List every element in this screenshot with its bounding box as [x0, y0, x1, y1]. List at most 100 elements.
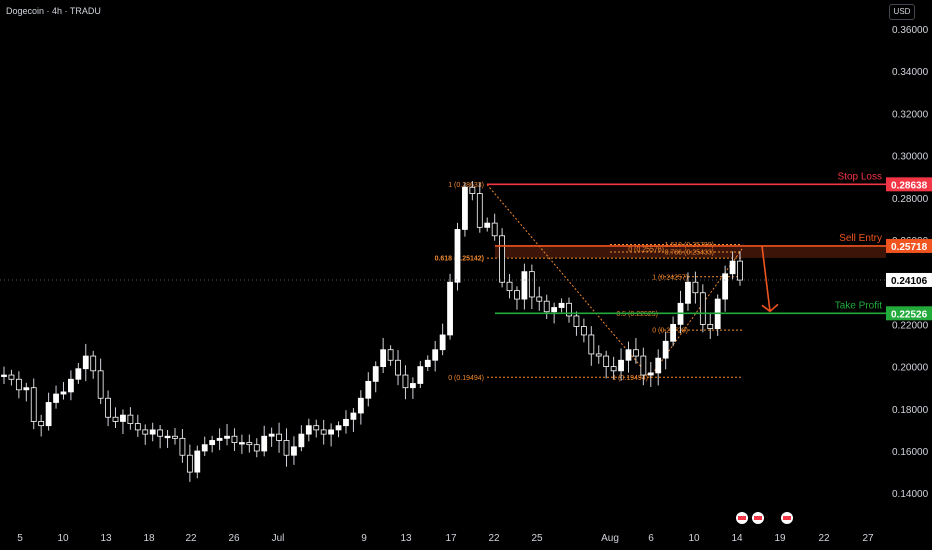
candle-up: [23, 387, 30, 391]
stop-loss-tag: 0.28638: [891, 180, 928, 191]
candle-up: [357, 397, 364, 414]
fib-label-r1b: 1 (0.19494): [612, 375, 648, 382]
stop-loss-label: Stop Loss: [838, 171, 882, 182]
x-tick-label: 22: [818, 533, 830, 544]
candle-down: [528, 271, 535, 298]
stop-loss-tag-bg: [886, 177, 932, 192]
y-tick-label: 0.34000: [892, 67, 929, 78]
candle-down: [566, 302, 572, 317]
event-icon-mark: [738, 516, 746, 520]
candle-down: [707, 323, 714, 330]
candle-down: [134, 423, 141, 431]
x-tick-label: 6: [648, 533, 654, 544]
candle-up: [291, 446, 297, 456]
y-tick-label: 0.16000: [892, 447, 929, 458]
candle-down: [253, 444, 260, 452]
fib-trend-a: [486, 184, 651, 378]
event-icons: [736, 512, 793, 524]
y-tick-label: 0.28000: [892, 194, 929, 205]
candle-up: [350, 412, 357, 420]
candle-up: [53, 393, 59, 403]
y-tick-label: 0.22000: [892, 320, 929, 331]
x-tick-label: 18: [143, 533, 155, 544]
candle-up: [60, 391, 67, 395]
x-tick-label: 22: [185, 533, 197, 544]
candle-up: [201, 444, 208, 452]
event-icon-mark: [783, 516, 791, 520]
candle-up: [164, 435, 171, 439]
take-profit-tag: 0.22526: [891, 309, 928, 320]
take-profit-label: Take Profit: [835, 300, 882, 311]
event-icon-mark: [754, 516, 762, 520]
candle-down: [142, 429, 149, 435]
candle-up: [521, 271, 528, 300]
candle-up: [365, 380, 372, 399]
candle-down: [112, 416, 119, 422]
candle-down: [640, 355, 647, 376]
candle-down: [514, 290, 520, 300]
x-tick-label: 13: [100, 533, 112, 544]
candle-up: [305, 425, 312, 435]
candle-down: [588, 334, 595, 355]
candle-down: [395, 359, 401, 376]
currency-badge[interactable]: USD: [889, 4, 915, 20]
candle-up: [417, 366, 424, 384]
fib-label-r0b: 0 (0.21728): [652, 328, 688, 335]
candle-down: [737, 260, 743, 281]
candle-up: [432, 349, 439, 361]
x-tick-label: 9: [361, 533, 367, 544]
candle-down: [15, 378, 22, 391]
candle-up: [328, 429, 335, 435]
candle-up: [662, 340, 669, 359]
candle-down: [491, 222, 498, 237]
x-tick-label: 10: [688, 533, 700, 544]
candle-up: [45, 402, 52, 427]
candle-up: [551, 307, 558, 313]
take-profit-tag-bg: [886, 306, 932, 321]
candle-up: [729, 260, 736, 275]
x-axis: 5 10 13 18 22 26 Jul 9 13 17 22 25 Aug 6 10 14 19 22 27: [17, 533, 874, 544]
candle-up: [625, 349, 632, 361]
candle-up: [647, 372, 654, 376]
sell-entry-label: Sell Entry: [839, 233, 882, 244]
candle-down: [172, 435, 178, 439]
fib-label-r786: 0.786 (0.25433): [665, 249, 714, 256]
x-tick-label: 26: [228, 533, 240, 544]
candle-down: [536, 296, 543, 302]
candle-down: [313, 425, 320, 431]
candle-down: [276, 433, 282, 441]
candle-up: [75, 368, 82, 380]
candle-up: [335, 425, 342, 431]
candle-down: [610, 366, 617, 372]
candle-down: [30, 387, 37, 422]
candle-up: [1, 374, 7, 377]
candle-up: [454, 229, 461, 283]
chart-header-title: Dogecoin · 4h · TRADU: [6, 6, 101, 16]
candle-down: [246, 442, 253, 446]
candle-down: [469, 186, 476, 194]
candle-down: [573, 315, 580, 327]
x-tick-label: 13: [400, 533, 412, 544]
fib-label-r0: 0 (0.25576): [628, 246, 664, 253]
candle-up: [82, 355, 89, 370]
target-arrow-head: [761, 303, 779, 313]
candle-down: [603, 355, 610, 367]
fib-label-r05: 0.5 (0.22525): [616, 311, 658, 318]
candle-up: [268, 433, 275, 437]
last-price-tag: 0.24106: [891, 276, 928, 287]
candle-up: [209, 440, 216, 446]
fib-label-bottom: 0 (0.19494): [448, 375, 484, 382]
candle-up: [380, 349, 387, 368]
candle-down: [186, 454, 193, 473]
candle-down: [283, 440, 290, 456]
fib-label-r1: 1 (0.24257): [652, 274, 688, 281]
candle-down: [387, 349, 394, 361]
sell-entry-tag-bg: [886, 238, 932, 253]
y-tick-label: 0.36000: [892, 25, 929, 36]
candle-up: [120, 414, 126, 422]
candles: [1, 181, 743, 482]
x-tick-label: Aug: [601, 533, 619, 544]
candle-up: [447, 281, 453, 336]
candle-up: [439, 334, 446, 351]
